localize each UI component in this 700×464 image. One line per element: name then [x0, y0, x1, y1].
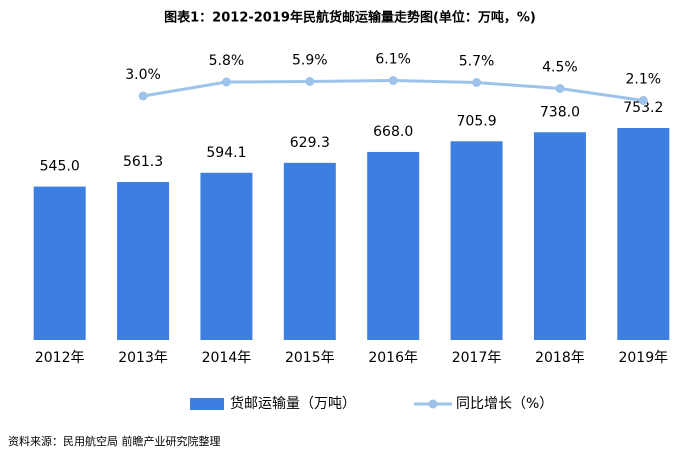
x-tick-label: 2015年 — [285, 350, 335, 366]
bar — [367, 151, 420, 340]
x-tick-label: 2017年 — [452, 350, 502, 366]
x-tick-label: 2019年 — [618, 350, 668, 366]
line-point — [138, 91, 148, 101]
x-tick-label: 2016年 — [368, 350, 418, 366]
x-tick-label: 2012年 — [35, 350, 85, 366]
value-label: 594.1 — [206, 145, 246, 161]
value-label: 738.0 — [540, 104, 580, 120]
line-point — [555, 84, 565, 93]
value-label: 2.1% — [626, 72, 662, 88]
bar — [533, 132, 586, 340]
bar — [617, 127, 670, 340]
x-tick-label: 2014年 — [202, 350, 252, 366]
value-label: 753.2 — [623, 100, 663, 116]
legend-label: 同比增长（%） — [456, 396, 553, 412]
line-point — [472, 78, 482, 87]
legend-swatch — [428, 399, 438, 409]
value-label: 545.0 — [40, 159, 80, 175]
source: 资料来源：民用航空局 前瞻产业研究院整理 — [8, 434, 221, 448]
value-label: 5.8% — [209, 53, 245, 69]
value-label: 668.0 — [373, 124, 413, 140]
chart-title: 图表1：2012-2019年民航货邮运输量走势图(单位：万吨，%) — [164, 10, 536, 26]
line-point — [388, 76, 398, 85]
bar — [33, 186, 86, 340]
bar — [200, 172, 253, 340]
value-label: 3.0% — [125, 67, 161, 83]
bar — [117, 181, 170, 340]
value-label: 705.9 — [457, 113, 497, 129]
value-label: 4.5% — [542, 60, 578, 76]
line-point — [221, 77, 231, 87]
value-label: 5.9% — [292, 53, 328, 69]
x-tick-label: 2013年 — [118, 350, 168, 366]
value-label: 5.7% — [459, 54, 495, 70]
value-label: 6.1% — [375, 52, 411, 68]
line-point — [305, 77, 315, 86]
value-label: 629.3 — [290, 135, 330, 151]
line-point — [638, 96, 648, 105]
bar — [283, 162, 336, 340]
bar — [450, 141, 503, 340]
legend-label: 货邮运输量（万吨） — [230, 395, 356, 412]
value-label: 561.3 — [123, 154, 163, 170]
legend-swatch — [190, 398, 224, 410]
x-tick-label: 2018年 — [535, 350, 585, 366]
